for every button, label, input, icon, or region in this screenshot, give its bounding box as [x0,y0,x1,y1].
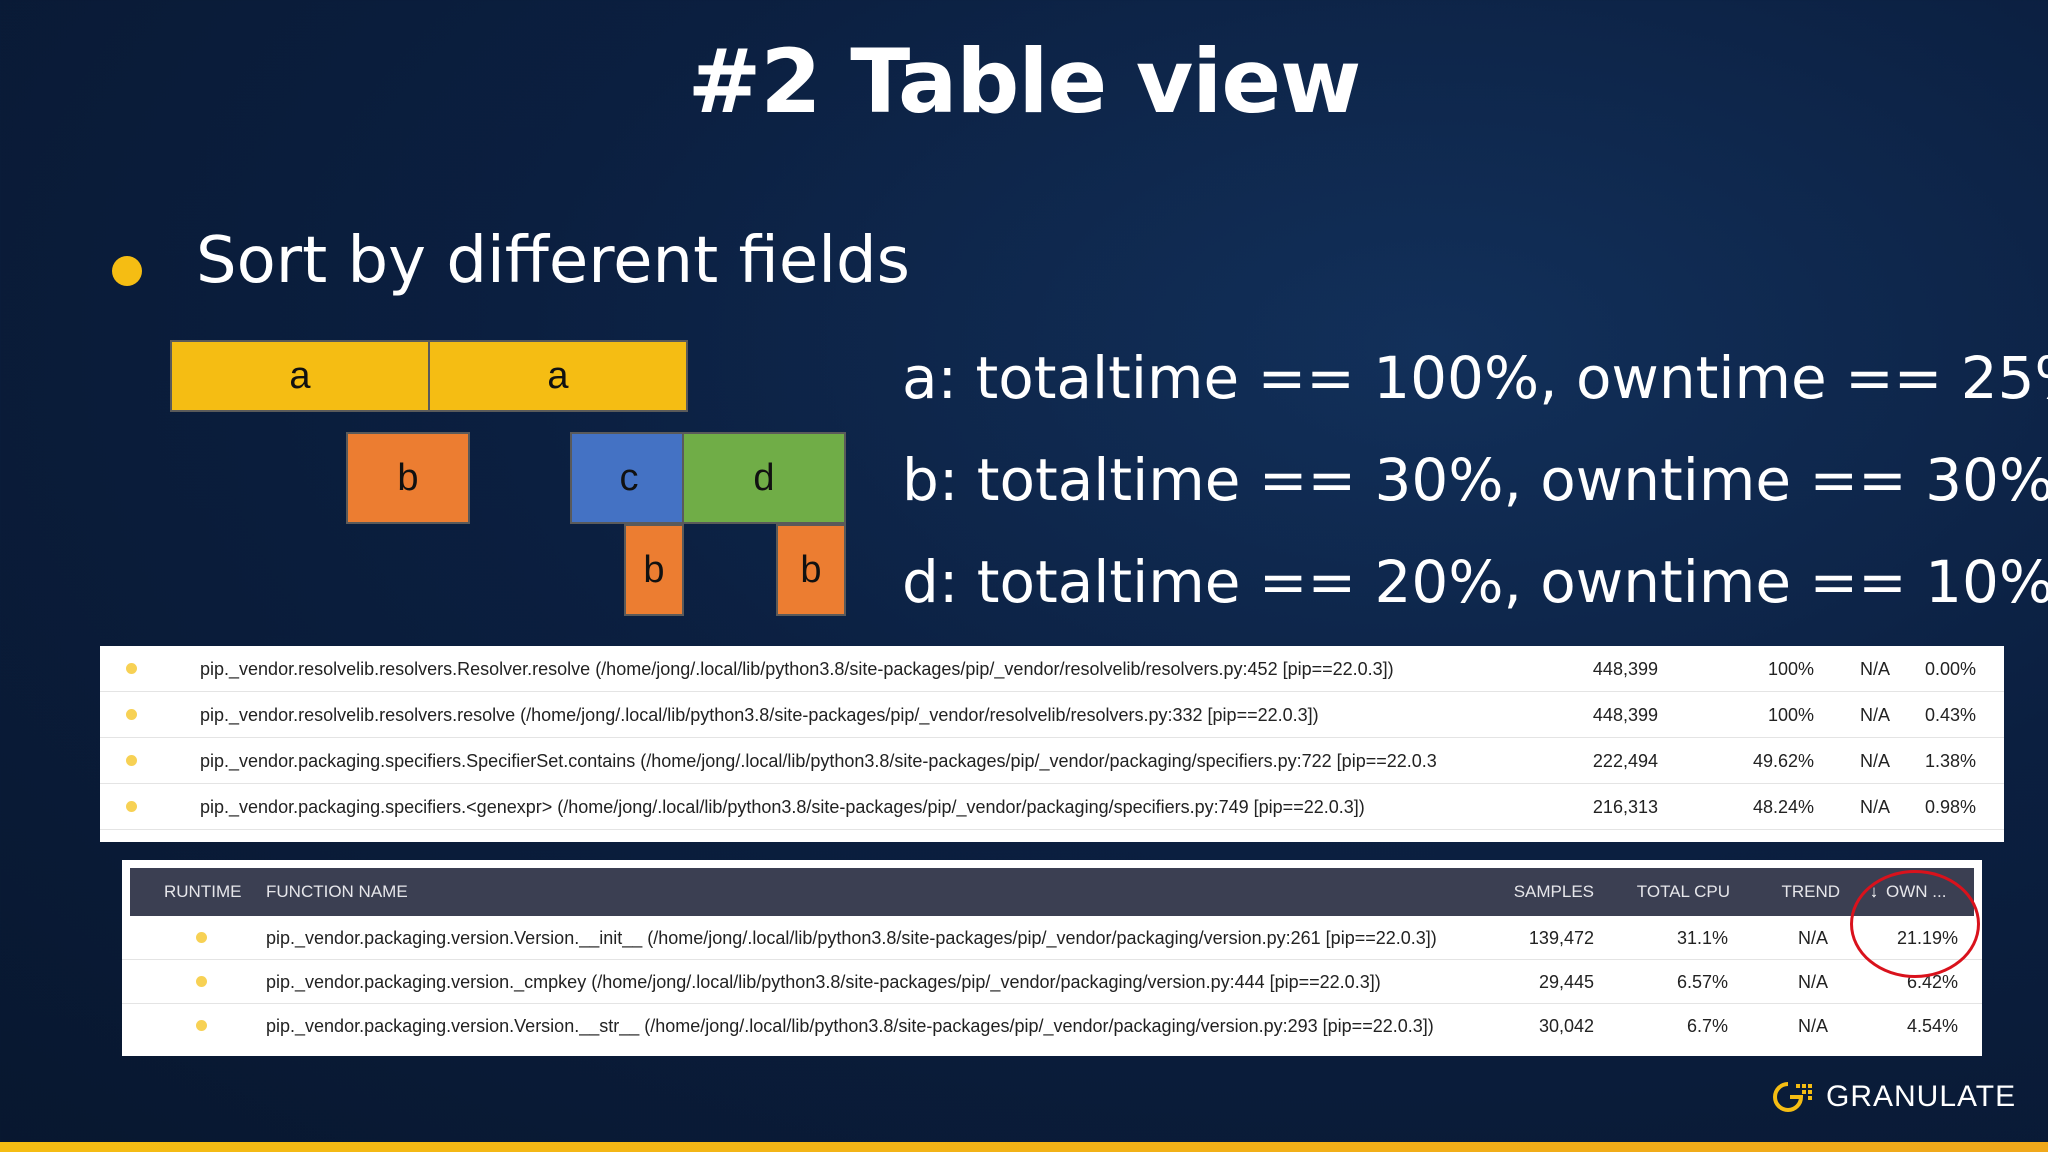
runtime-dot-icon [196,1020,207,1031]
column-header-samples[interactable]: SAMPLES [1513,882,1594,901]
table-row[interactable]: pip._vendor.resolvelib.resolvers.Resolve… [100,646,2004,692]
own-value: 4.54% [1906,1016,1958,1036]
total-cpu-value: 6.7% [1686,1016,1728,1036]
samples-value: 216,313 [1592,797,1658,817]
table-row[interactable]: pip._vendor.packaging.specifiers.Specifi… [100,738,2004,784]
column-header-function[interactable]: FUNCTION NAME [266,882,408,901]
table-row[interactable]: pip._vendor.packaging.version._cmpkey (/… [122,960,1982,1004]
bullet-text: Sort by different fields [196,224,910,298]
runtime-dot-icon [126,709,137,720]
flame-block-a-right: a [428,340,688,412]
function-name: pip._vendor.packaging.specifiers.<genexp… [200,797,1365,817]
function-name: pip._vendor.packaging.version._cmpkey (/… [266,972,1381,992]
total-cpu-value: 48.24% [1752,797,1814,817]
samples-value: 30,042 [1538,1016,1594,1036]
flamegraph-diagram: a a b c d b b [170,340,846,620]
samples-value: 448,399 [1592,659,1658,679]
column-header-total-cpu[interactable]: TOTAL CPU [1636,882,1730,901]
granulate-logo: GRANULATE [1772,1080,2016,1114]
granulate-logo-icon [1773,1082,1812,1112]
samples-value: 448,399 [1592,705,1658,725]
table-row[interactable]: pip._vendor.packaging.version.Version.__… [122,1004,1982,1048]
trend-value: N/A [1859,705,1890,725]
runtime-dot-icon [196,976,207,987]
flame-block-b-under-d: b [776,524,846,616]
total-cpu-value: 100% [1767,705,1814,725]
table-header: RUNTIME FUNCTION NAME SAMPLES TOTAL CPU … [130,868,1974,916]
function-name: pip._vendor.packaging.version.Version.__… [266,928,1437,948]
flame-block-d: d [682,432,846,524]
table-sorted-by-total: pip._vendor.resolvelib.resolvers.Resolve… [100,646,2004,842]
runtime-dot-icon [196,932,207,943]
total-cpu-value: 6.57% [1676,972,1728,992]
logo-text: GRANULATE [1826,1080,2017,1113]
runtime-dot-icon [126,755,137,766]
runtime-dot-icon [126,801,137,812]
table-row[interactable]: pip._vendor.packaging.version.Version.__… [122,916,1982,960]
total-cpu-value: 100% [1767,659,1814,679]
trend-value: N/A [1797,1016,1828,1036]
own-value: 0.43% [1924,705,1976,725]
statement-d: d: totaltime == 20%, owntime == 10% [902,548,2048,616]
flame-block-b-under-c: b [624,524,684,616]
statement-a: a: totaltime == 100%, owntime == 25% [902,344,2048,412]
trend-value: N/A [1859,659,1890,679]
column-header-trend[interactable]: TREND [1781,882,1840,901]
samples-value: 29,445 [1538,972,1594,992]
flame-block-b-first: b [346,432,470,524]
bottom-accent-bar [0,1142,2048,1152]
own-value: 1.38% [1924,751,1976,771]
total-cpu-value: 49.62% [1752,751,1814,771]
function-name: pip._vendor.packaging.specifiers.Specifi… [200,751,1437,771]
column-header-runtime[interactable]: RUNTIME [164,882,242,901]
highlight-circle-annotation [1850,870,1980,978]
function-name: pip._vendor.resolvelib.resolvers.resolve… [200,705,1319,725]
table-sorted-by-own: RUNTIME FUNCTION NAME SAMPLES TOTAL CPU … [122,860,1982,1056]
flame-block-a-left: a [170,340,430,412]
own-value: 0.00% [1924,659,1976,679]
slide-title: #2 Table view [687,30,1362,133]
trend-value: N/A [1797,972,1828,992]
runtime-dot-icon [126,663,137,674]
table-row[interactable]: pip._vendor.packaging.specifiers.<genexp… [100,784,2004,830]
own-value: 0.98% [1924,797,1976,817]
total-cpu-value: 31.1% [1676,928,1728,948]
samples-value: 139,472 [1528,928,1594,948]
samples-value: 222,494 [1592,751,1658,771]
function-name: pip._vendor.resolvelib.resolvers.Resolve… [200,659,1394,679]
trend-value: N/A [1859,797,1890,817]
table-row[interactable]: pip._vendor.resolvelib.resolvers.resolve… [100,692,2004,738]
flame-block-c: c [570,432,688,524]
bullet-icon [112,256,142,286]
function-name: pip._vendor.packaging.version.Version.__… [266,1016,1434,1036]
trend-value: N/A [1797,928,1828,948]
statement-b: b: totaltime == 30%, owntime == 30% [902,446,2048,514]
trend-value: N/A [1859,751,1890,771]
